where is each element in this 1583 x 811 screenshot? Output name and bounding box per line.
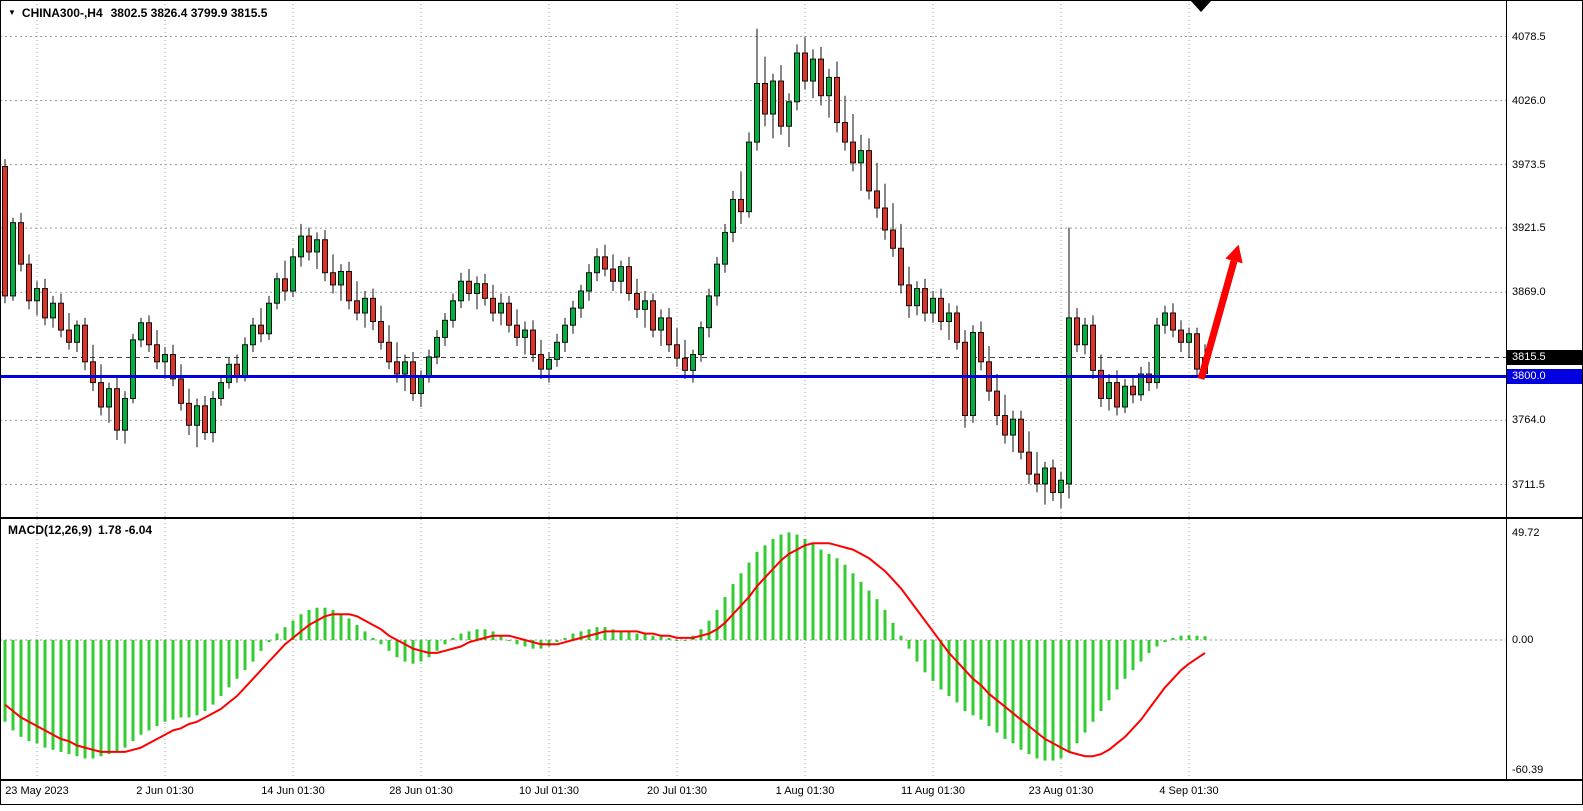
price-axis-label: 3764.0 xyxy=(1512,414,1546,427)
time-axis-label: 28 Jun 01:30 xyxy=(389,785,453,797)
price-chart[interactable] xyxy=(0,0,1506,517)
window-border-top xyxy=(0,0,1583,1)
chart-shift-marker-icon[interactable] xyxy=(1191,1,1211,12)
time-axis-label: 23 May 2023 xyxy=(5,785,69,797)
macd-axis-label: 0.00 xyxy=(1512,634,1534,647)
current-price-badge: 3815.5 xyxy=(1507,350,1582,366)
price-axis-label: 3921.5 xyxy=(1512,222,1546,235)
macd-values-label: 1.78 -6.04 xyxy=(98,523,153,537)
time-axis-label: 1 Aug 01:30 xyxy=(775,785,835,797)
macd-axis-label: 49.72 xyxy=(1512,527,1540,539)
time-axis-label: 4 Sep 01:30 xyxy=(1159,785,1219,797)
price-axis-label: 4026.0 xyxy=(1512,94,1546,107)
symbol-timeframe-label: CHINA300-,H4 xyxy=(21,6,103,20)
time-axis-label: 14 Jun 01:30 xyxy=(261,785,325,797)
chart-title: ▼ CHINA300-,H4 3802.5 3826.4 3799.9 3815.5 xyxy=(8,6,267,20)
price-axis-label: 3973.5 xyxy=(1512,158,1546,171)
macd-panel[interactable] xyxy=(0,519,1506,779)
price-axis-label: 3711.5 xyxy=(1512,478,1545,491)
time-axis-label: 11 Aug 01:30 xyxy=(900,785,966,797)
symbol-triangle-icon[interactable]: ▼ xyxy=(8,8,16,17)
price-axis-label: 3869.0 xyxy=(1512,286,1546,299)
panel-separator-main-macd[interactable] xyxy=(0,517,1583,519)
time-axis-label: 2 Jun 01:30 xyxy=(136,785,194,797)
macd-signal-line xyxy=(4,542,1206,758)
panel-separator-macd-time xyxy=(0,779,1583,781)
time-axis-label: 20 Jul 01:30 xyxy=(647,785,707,797)
hline-price-badge: 3800.0 xyxy=(1507,368,1582,384)
time-axis-label: 10 Jul 01:30 xyxy=(519,785,579,797)
trend-arrow[interactable] xyxy=(1197,244,1243,380)
window-border-bottom xyxy=(0,804,1583,805)
price-axis-label: 4078.5 xyxy=(1512,30,1546,43)
macd-label: MACD(12,26,9) xyxy=(8,523,93,537)
window-border-left xyxy=(0,0,1,805)
macd-title: MACD(12,26,9) 1.78 -6.04 xyxy=(8,523,152,537)
ohlc-values-label: 3802.5 3826.4 3799.9 3815.5 xyxy=(110,6,268,20)
macd-axis-label: -60.39 xyxy=(1512,764,1544,776)
time-axis-label: 23 Aug 01:30 xyxy=(1028,785,1094,797)
axis-separator-vertical xyxy=(1506,0,1507,781)
